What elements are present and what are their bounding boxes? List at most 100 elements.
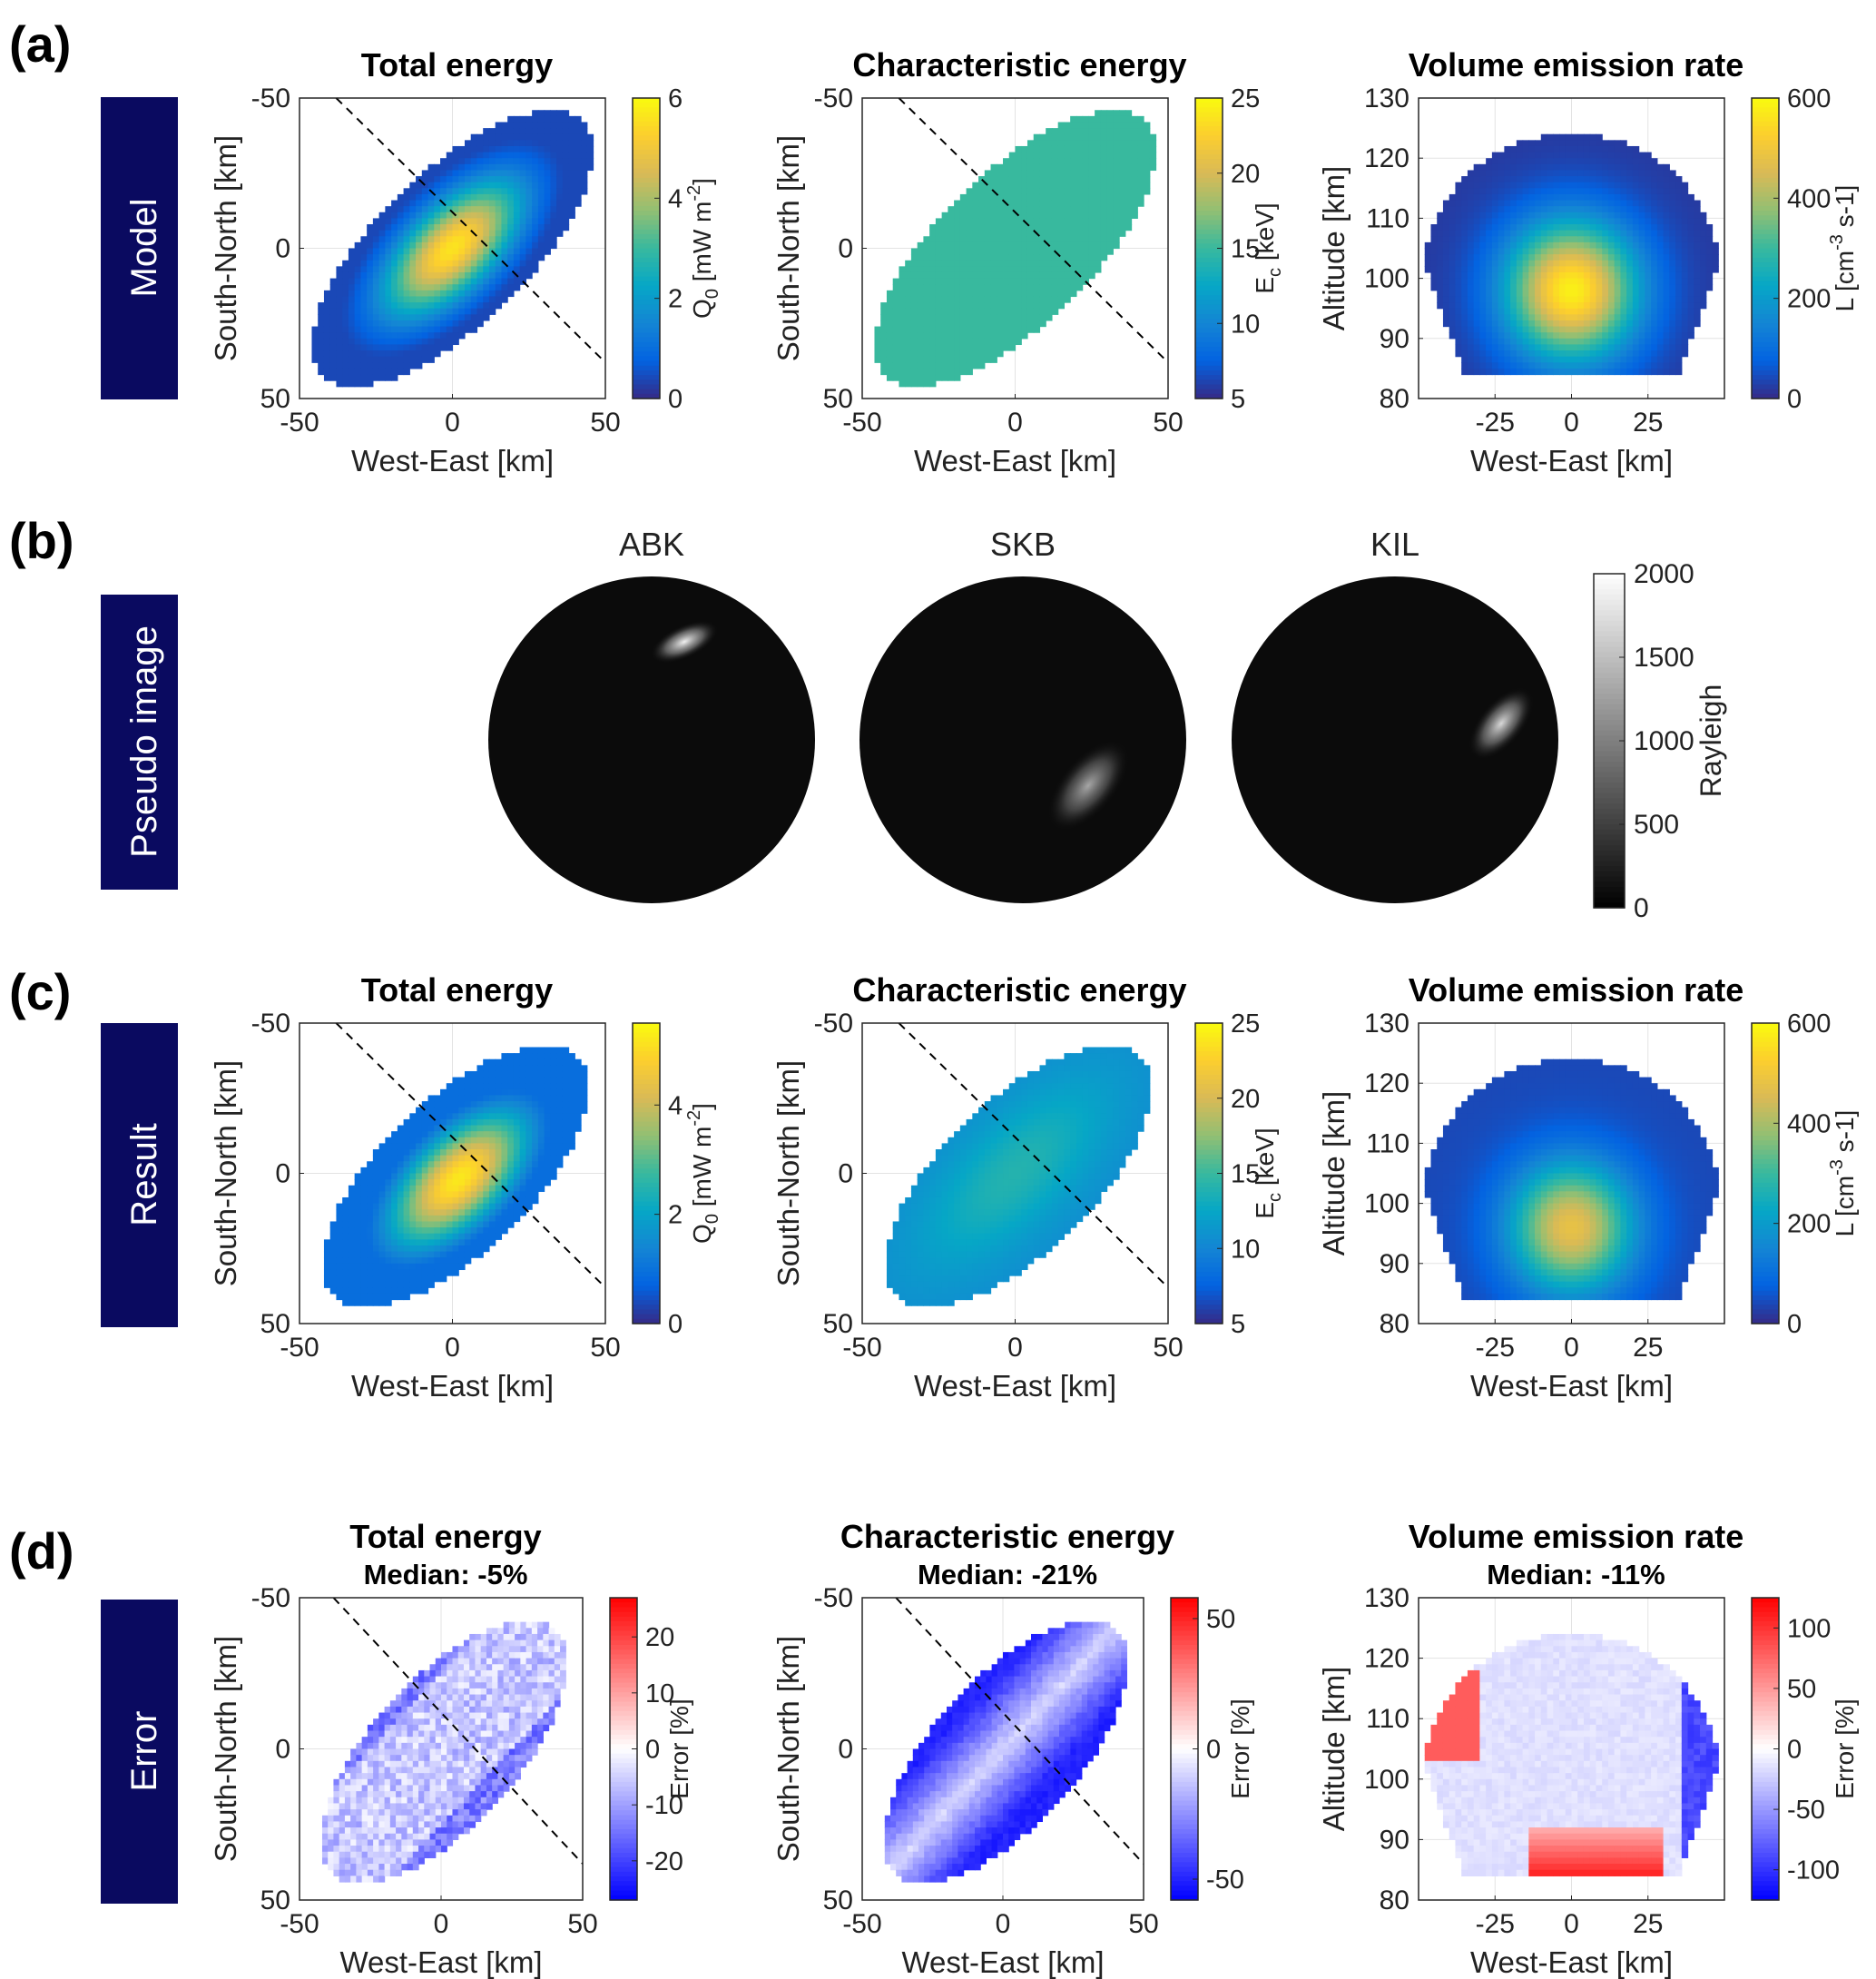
heatmap-cell (966, 278, 973, 285)
heatmap-cell (1675, 248, 1683, 255)
heatmap-cell (1015, 260, 1022, 267)
heatmap-cell (1540, 163, 1548, 172)
heatmap-cell (397, 1233, 405, 1240)
heatmap-cell (1577, 145, 1585, 153)
heatmap-cell (923, 368, 930, 376)
heatmap-cell (446, 284, 454, 291)
heatmap-cell (1638, 344, 1645, 351)
heatmap-cell (507, 278, 515, 285)
heatmap-cell (434, 1215, 441, 1223)
heatmap-cell (446, 1215, 454, 1223)
heatmap-cell (1479, 356, 1487, 363)
heatmap-cell (1491, 302, 1499, 310)
heatmap-cell (446, 1113, 454, 1120)
heatmap-cell (1119, 188, 1126, 195)
heatmap-cell (1479, 236, 1487, 243)
heatmap-cell (495, 241, 503, 250)
heatmap-cell (1547, 344, 1554, 351)
heatmap-cell (880, 368, 888, 376)
heatmap-cell (1003, 254, 1010, 261)
heatmap-cell (1504, 163, 1511, 172)
heatmap-cell (941, 350, 948, 358)
heatmap-cell (440, 193, 447, 202)
heatmap-cell (1700, 248, 1707, 255)
heatmap-cell (1547, 362, 1554, 369)
heatmap-cell (1039, 290, 1046, 298)
heatmap-cell (1491, 271, 1499, 280)
heatmap-cell (519, 224, 526, 231)
heatmap-cell (391, 218, 398, 225)
heatmap-cell (1498, 326, 1505, 333)
heatmap-cell (434, 260, 441, 267)
heatmap-cell (427, 182, 435, 189)
pseudo-image-kil: KIL (1232, 526, 1558, 903)
heatmap-cell (1106, 122, 1114, 129)
heatmap-cell (1504, 338, 1511, 346)
heatmap-cell (1663, 248, 1670, 255)
heatmap-cell (360, 1275, 368, 1283)
heatmap-cell (929, 350, 937, 358)
heatmap-cell (348, 326, 356, 333)
heatmap-cell (488, 218, 496, 225)
heatmap-cell (1510, 350, 1517, 358)
heatmap-cell (880, 350, 888, 358)
heatmap-cell (446, 1257, 454, 1265)
heatmap-cell (1461, 296, 1468, 303)
heatmap-cell (336, 1257, 343, 1265)
heatmap-cell (378, 1167, 386, 1175)
heatmap-cell (403, 1167, 410, 1175)
heatmap-cell (978, 278, 986, 285)
heatmap-cell (416, 1107, 423, 1114)
heatmap-cell (1100, 182, 1108, 189)
heatmap-cell (1082, 152, 1089, 159)
heatmap-cell (575, 145, 582, 153)
heatmap-cell (1626, 284, 1634, 291)
colorbar-step (1195, 276, 1223, 282)
heatmap-cell (1113, 170, 1120, 177)
heatmap-cell (1620, 145, 1627, 153)
heatmap-cell (501, 176, 508, 183)
heatmap-cell (581, 163, 588, 172)
heatmap-cell (348, 1245, 356, 1253)
heatmap-cell (1614, 241, 1622, 250)
heatmap-cell (1008, 266, 1017, 273)
heatmap-cell (476, 133, 484, 141)
heatmap-cell (544, 206, 551, 213)
heatmap-cell (1528, 296, 1536, 303)
heatmap-cell (452, 145, 459, 153)
heatmap-cell (323, 1275, 331, 1283)
heatmap-cell (427, 308, 435, 315)
heatmap-cell (1559, 193, 1567, 202)
heatmap-cell (1504, 314, 1511, 321)
heatmap-cell (446, 1203, 454, 1210)
heatmap-cell (409, 212, 417, 219)
heatmap-cell (440, 206, 447, 213)
heatmap-cell (1119, 176, 1126, 183)
heatmap-cell (1602, 145, 1609, 153)
heatmap-cell (360, 1191, 368, 1198)
heatmap-cell (1547, 224, 1554, 231)
colorbar-step (1195, 182, 1223, 188)
heatmap-cell (446, 170, 454, 177)
heatmap-cell (972, 230, 979, 237)
heatmap-cell (1675, 356, 1683, 363)
heatmap-cell (1486, 362, 1493, 369)
heatmap-cell (519, 200, 526, 207)
heatmap-cell (318, 362, 325, 369)
heatmap-cell (348, 1221, 356, 1228)
heatmap-cell (1620, 320, 1627, 328)
heatmap-cell (1547, 308, 1554, 315)
colorbar-step (1594, 578, 1625, 586)
colorbar-step (633, 107, 660, 113)
heatmap-cell (1057, 271, 1066, 280)
heatmap-cell (1076, 230, 1084, 237)
heatmap-cell (923, 248, 930, 255)
heatmap-cell (409, 1233, 417, 1240)
heatmap-cell (452, 152, 459, 159)
heatmap-cell (434, 1107, 441, 1114)
heatmap-cell (1687, 290, 1694, 298)
heatmap-cell (1491, 193, 1499, 202)
colorbar-step (1752, 144, 1779, 151)
heatmap-cell (397, 1191, 405, 1198)
heatmap-cell (1614, 290, 1622, 298)
